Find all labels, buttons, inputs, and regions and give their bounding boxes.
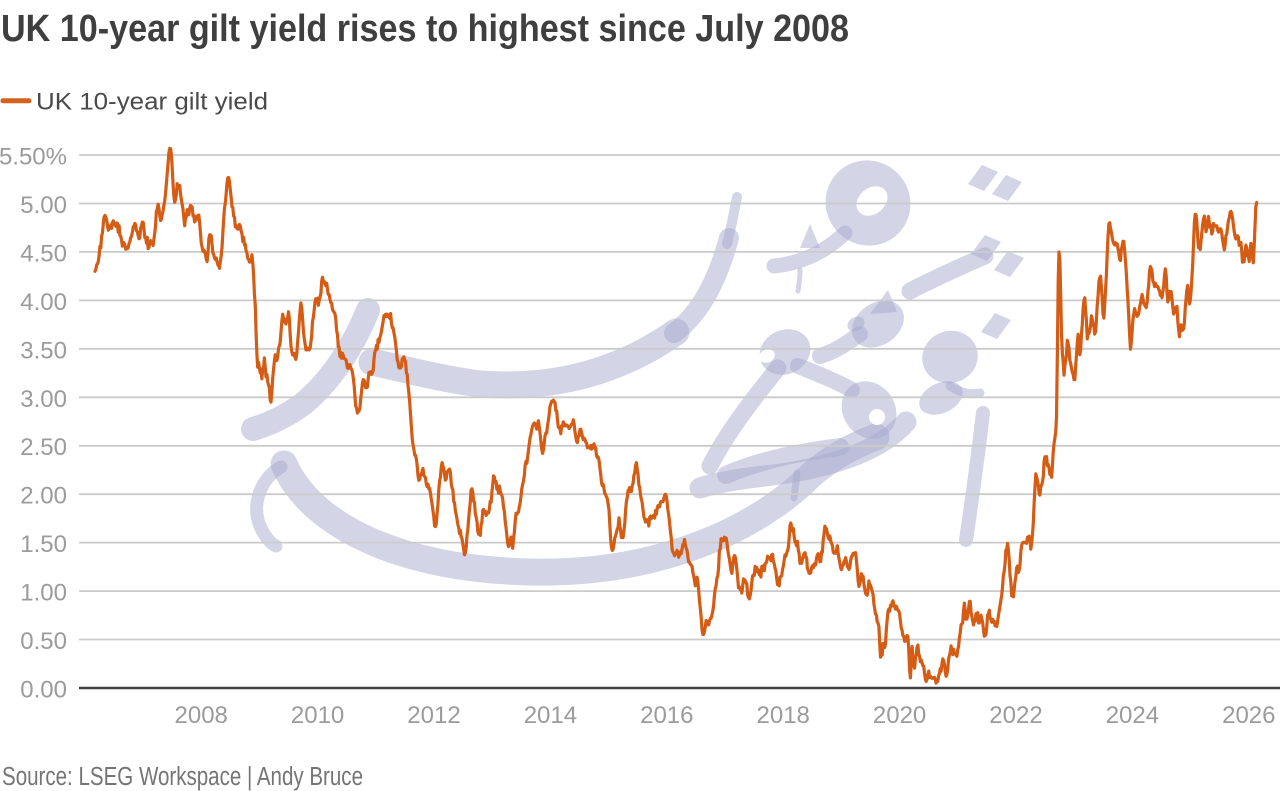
svg-text:0.50: 0.50 [20,628,67,655]
svg-text:Source: LSEG Workspace | Andy: Source: LSEG Workspace | Andy Bruce [2,763,363,791]
svg-text:2010: 2010 [291,702,344,729]
svg-text:5.50%: 5.50% [0,144,67,171]
svg-text:UK 10-year gilt yield rises to: UK 10-year gilt yield rises to highest s… [1,8,849,50]
svg-text:3.00: 3.00 [20,386,67,413]
svg-text:5.00: 5.00 [20,192,67,219]
svg-text:2022: 2022 [989,702,1042,729]
svg-text:2018: 2018 [757,702,810,729]
svg-text:4.00: 4.00 [20,289,67,316]
svg-text:3.50: 3.50 [20,337,67,364]
svg-text:2.50: 2.50 [20,434,67,461]
svg-text:0.00: 0.00 [20,677,67,704]
svg-text:2026: 2026 [1222,702,1275,729]
svg-text:2024: 2024 [1106,702,1159,729]
svg-text:2020: 2020 [873,702,926,729]
svg-text:1.50: 1.50 [20,531,67,558]
svg-text:2.00: 2.00 [20,483,67,510]
svg-text:4.50: 4.50 [20,240,67,267]
svg-text:2016: 2016 [640,702,693,729]
svg-text:2008: 2008 [175,702,228,729]
svg-text:1.00: 1.00 [20,580,67,607]
svg-text:2014: 2014 [524,702,577,729]
svg-text:UK 10-year gilt yield: UK 10-year gilt yield [36,89,268,116]
svg-text:2012: 2012 [407,702,460,729]
